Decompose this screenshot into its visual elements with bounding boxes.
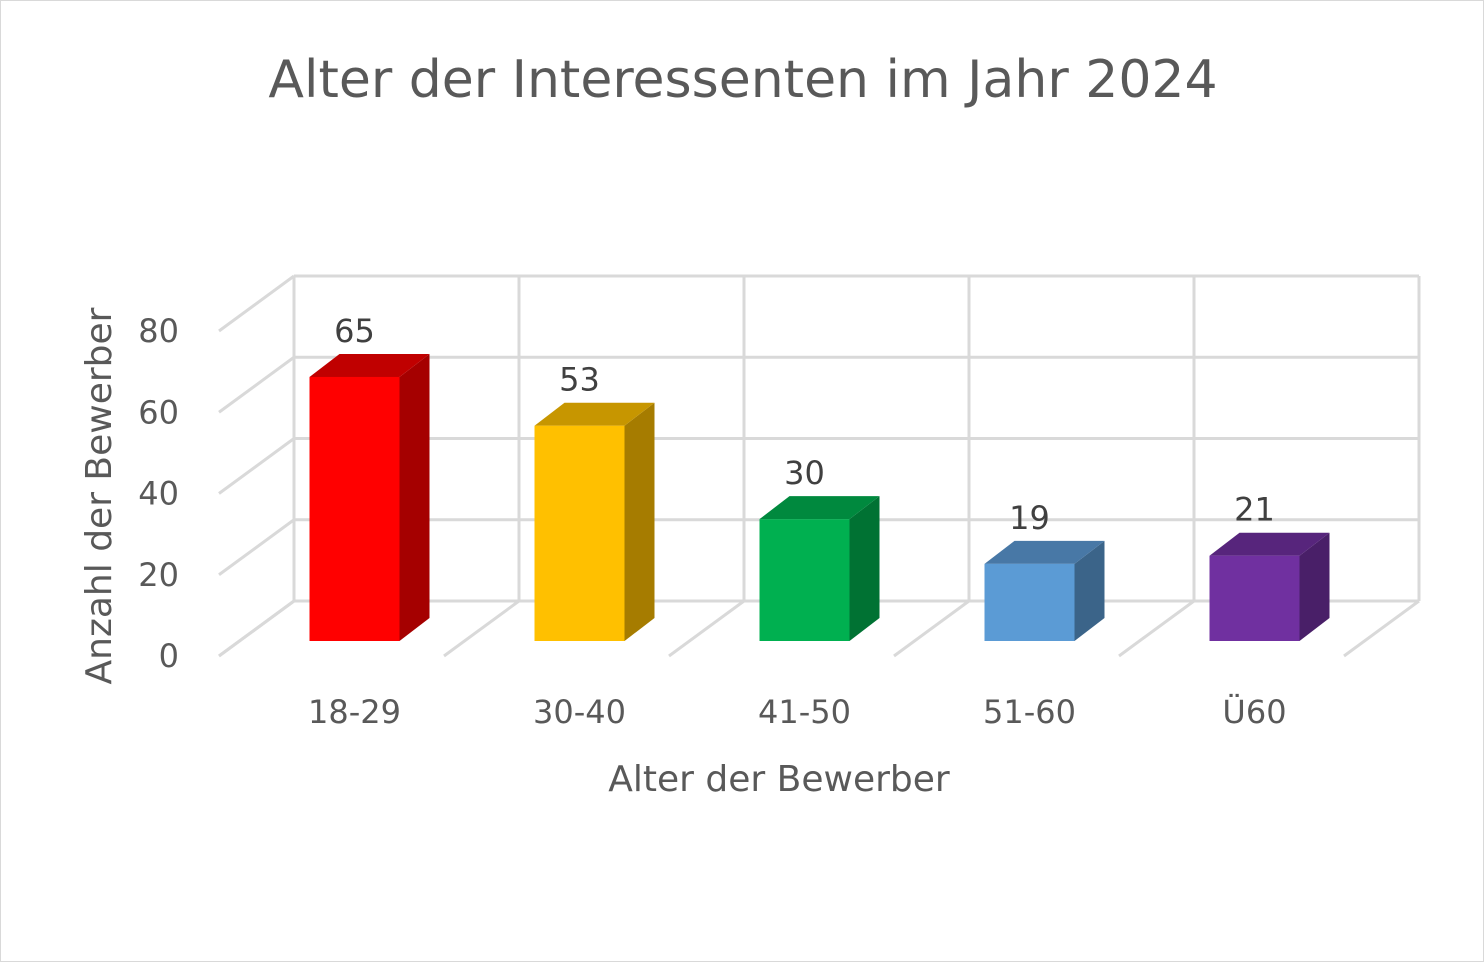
y-axis-ticks: 0 20 40 60 80 xyxy=(138,312,179,675)
floor-divider xyxy=(443,599,520,658)
bar-18-29 xyxy=(309,353,430,641)
data-label: 30 xyxy=(784,454,825,492)
bar-top xyxy=(984,540,1105,564)
data-label: 19 xyxy=(1009,499,1050,537)
bar-side xyxy=(624,402,655,641)
y-tick-label: 60 xyxy=(138,393,179,431)
y-tick-label: 0 xyxy=(159,637,179,675)
x-tick-label: Ü60 xyxy=(1222,693,1286,731)
side-wall-gridline xyxy=(218,437,295,495)
side-wall-gridline xyxy=(218,356,295,414)
bar-front xyxy=(309,376,400,641)
bar-side xyxy=(399,353,430,641)
bar-Ü60 xyxy=(1209,532,1330,641)
x-tick-label: 41-50 xyxy=(758,693,851,731)
bar-51-60 xyxy=(984,540,1105,641)
floor-divider xyxy=(1118,599,1195,658)
floor-divider xyxy=(893,599,970,658)
bar-30-40 xyxy=(534,402,655,641)
data-labels: 65 53 30 19 21 xyxy=(334,312,1275,537)
bar-top xyxy=(534,402,655,426)
floor-divider xyxy=(1343,599,1420,658)
bar-top xyxy=(309,353,430,377)
bar-top xyxy=(759,496,880,520)
bar-41-50 xyxy=(759,496,880,641)
data-label: 65 xyxy=(334,312,375,350)
chart-title: Alter der Interessenten im Jahr 2024 xyxy=(268,50,1217,110)
x-axis-ticks: 18-29 30-40 41-50 51-60 Ü60 xyxy=(308,693,1287,731)
data-label: 21 xyxy=(1234,491,1275,529)
bar-front xyxy=(759,519,850,641)
bar-side xyxy=(1299,532,1330,641)
bar-side xyxy=(1074,540,1105,641)
y-tick-label: 80 xyxy=(138,312,179,350)
x-tick-label: 30-40 xyxy=(533,693,626,731)
bar-side xyxy=(849,496,880,641)
x-tick-label: 51-60 xyxy=(983,693,1076,731)
data-label: 53 xyxy=(559,361,600,399)
bars xyxy=(309,353,1330,641)
bar-front xyxy=(534,425,625,641)
bar-front xyxy=(1209,555,1300,641)
floor-divider xyxy=(218,599,295,658)
bar-front xyxy=(984,563,1075,641)
bar-top xyxy=(1209,532,1330,556)
x-tick-label: 18-29 xyxy=(308,693,401,731)
side-wall-gridline xyxy=(218,274,295,333)
floor-divider xyxy=(668,599,745,658)
y-tick-label: 20 xyxy=(138,556,179,594)
side-wall-gridline xyxy=(218,518,295,576)
y-tick-label: 40 xyxy=(138,475,179,513)
x-axis-title: Alter der Bewerber xyxy=(608,759,950,800)
y-axis-title: Anzahl der Bewerber xyxy=(79,307,120,684)
